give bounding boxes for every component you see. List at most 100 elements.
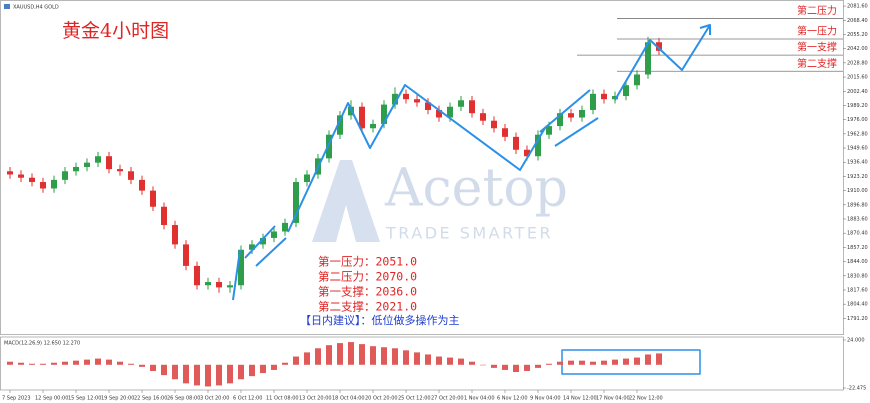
- macd-bar: [205, 364, 211, 387]
- macd-bar: [403, 350, 409, 365]
- macd-title: MACD(12,26,9) 12.650 12.270: [4, 341, 80, 347]
- x-tick-label: 22 Nov 12:00: [629, 396, 663, 402]
- y-tick-label: 1870.40: [847, 231, 868, 237]
- x-tick-label: 12 Sep 00:00: [35, 396, 68, 402]
- x-tick-label: 9 Nov 04:00: [530, 396, 561, 402]
- macd-bar: [601, 360, 607, 365]
- x-tick-label: 15 Sep 12:00: [68, 396, 101, 402]
- candle-body: [656, 42, 662, 51]
- y-tick-label: 1883.60: [847, 217, 868, 223]
- x-tick-label: 26 Sep 08:00: [167, 396, 200, 402]
- trend-arrow: [539, 89, 591, 133]
- candle-body: [194, 265, 200, 286]
- y-tick-label: 2081.60: [847, 4, 868, 10]
- macd-bar: [568, 360, 574, 365]
- candle-body: [139, 179, 145, 191]
- macd-bar: [282, 362, 288, 365]
- candle-body: [557, 113, 563, 127]
- macd-bar: [7, 361, 13, 365]
- macd-panel: [0, 336, 844, 391]
- x-tick-label: 18 Oct 04:00: [332, 396, 365, 402]
- candle-body: [95, 156, 101, 163]
- macd-bar: [425, 354, 431, 365]
- candle-body: [414, 99, 420, 103]
- watermark-brand: Acetop: [384, 159, 568, 219]
- watermark: Acetop TRADE SMARTER: [312, 159, 568, 243]
- candle-body: [271, 231, 277, 238]
- y-tick-label: 1844.00: [847, 259, 868, 265]
- candle-body: [425, 102, 431, 110]
- macd-bar: [513, 364, 519, 373]
- macd-bar: [656, 353, 662, 365]
- candle-body: [469, 100, 475, 114]
- macd-bar: [183, 364, 189, 384]
- y-tick-label: 2015.60: [847, 75, 868, 81]
- macd-bar: [524, 364, 530, 371]
- candle-body: [238, 249, 244, 286]
- chart-title: 黄金4小时图: [62, 20, 169, 42]
- macd-bar: [370, 346, 376, 365]
- macd-bar: [227, 364, 233, 384]
- y-tick-label: 1896.80: [847, 202, 868, 208]
- y-tick-label: 1962.80: [847, 131, 868, 137]
- y-tick-label: 1989.20: [847, 103, 868, 109]
- x-tick-label: 19 Sep 20:00: [101, 396, 134, 402]
- y-tick-label: 1817.60: [847, 287, 868, 293]
- candle-body: [227, 285, 233, 288]
- macd-bar: [491, 364, 497, 368]
- candle-body: [51, 179, 57, 189]
- macd-bar: [326, 345, 332, 365]
- x-tick-label: 20 Oct 20:00: [365, 396, 398, 402]
- candle-body: [491, 120, 497, 129]
- macd-bar: [546, 363, 552, 365]
- macd-bar: [106, 359, 112, 365]
- candle-body: [337, 115, 343, 135]
- candle-body: [326, 134, 332, 159]
- candle-body: [7, 171, 13, 175]
- macd-bar: [348, 342, 354, 365]
- candle-body: [392, 93, 398, 105]
- candle-body: [513, 136, 519, 150]
- y-tick-label: 2042.00: [847, 46, 868, 52]
- symbol-header: XAUUSD,H4 GOLD: [13, 5, 59, 11]
- candle-body: [359, 106, 365, 129]
- macd-bar: [29, 363, 35, 365]
- macd-bar: [249, 364, 255, 377]
- level-label: 第一压力: [797, 24, 837, 37]
- advice: 【日内建议】：低位做多操作为主: [300, 313, 460, 327]
- trend-arrow: [232, 249, 241, 301]
- macd-bar: [139, 364, 145, 367]
- level-annotation: 第二支撑：2021.0: [318, 300, 417, 314]
- x-tick-label: 6 Oct 12:00: [233, 396, 262, 402]
- y-tick-label: 2002.40: [847, 89, 868, 95]
- candle-body: [172, 225, 178, 245]
- macd-bar: [480, 364, 486, 366]
- level-annotation: 第一压力：2051.0: [318, 255, 417, 269]
- candle-body: [249, 244, 255, 250]
- y-tick-label: 1910.00: [847, 188, 868, 194]
- macd-bar: [260, 364, 266, 374]
- candle-body: [84, 162, 90, 167]
- macd-bar: [172, 364, 178, 380]
- candle-body: [150, 190, 156, 207]
- candle-body: [612, 95, 618, 100]
- trend-arrow: [287, 84, 546, 233]
- macd-bar: [194, 364, 200, 386]
- macd-bar: [414, 352, 420, 365]
- trend-arrow: [554, 117, 599, 147]
- x-tick-label: 13 Oct 20:00: [299, 396, 332, 402]
- macd-bar: [502, 364, 508, 370]
- symbol-icon: [4, 4, 10, 9]
- watermark-logo: [312, 160, 380, 242]
- y-tick-label: 2028.80: [847, 60, 868, 66]
- candle-body: [370, 123, 376, 129]
- level-label: 第二支撑: [797, 57, 837, 70]
- x-tick-label: 14 Nov 12:00: [563, 396, 597, 402]
- macd-bar: [150, 364, 156, 371]
- macd-bar: [271, 364, 277, 370]
- candle-body: [458, 100, 464, 107]
- candle-body: [524, 149, 530, 157]
- trend-arrow: [244, 225, 276, 259]
- macd-bar: [381, 347, 387, 365]
